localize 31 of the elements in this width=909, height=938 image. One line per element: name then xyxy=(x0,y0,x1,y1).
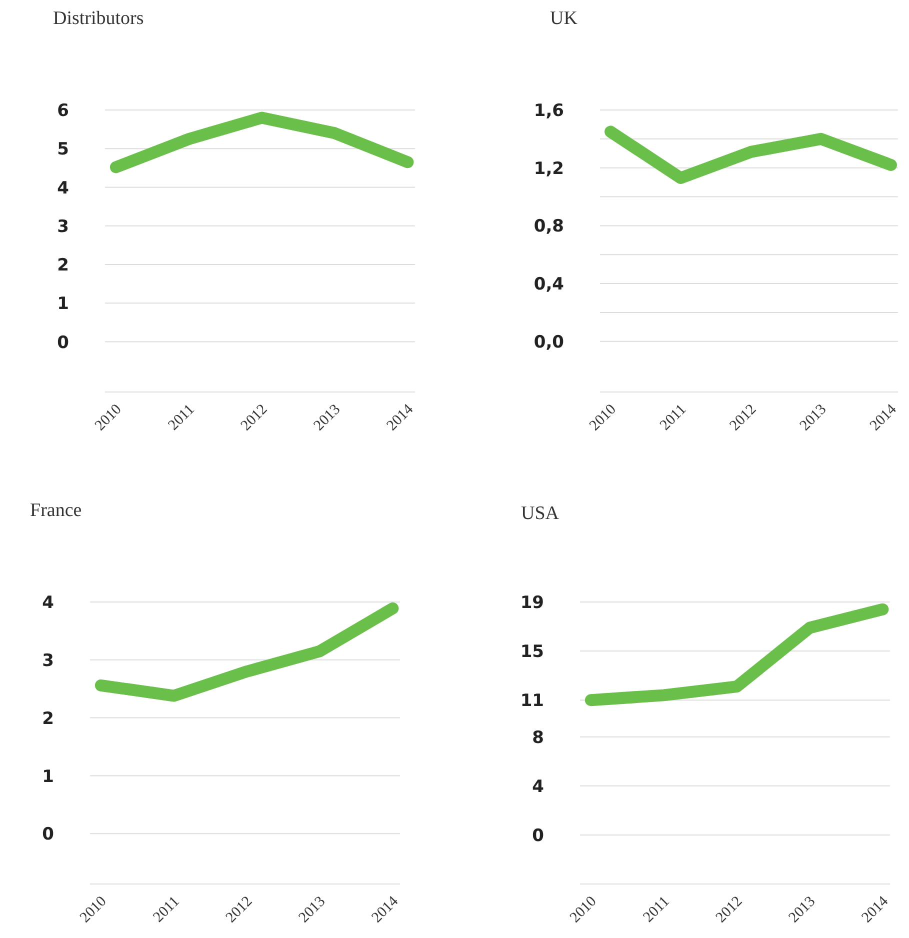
y-tick-label: 0,0 xyxy=(534,332,564,352)
y-tick-label: 0,4 xyxy=(534,274,564,295)
y-tick-label: 3 xyxy=(57,216,69,237)
y-tick-label: 3 xyxy=(42,650,54,671)
y-tick-label: 0 xyxy=(532,826,544,846)
y-tick-label: 0,8 xyxy=(534,216,564,237)
y-tick-label: 0 xyxy=(57,332,70,353)
y-tick-label: 4 xyxy=(532,776,544,797)
y-tick-label: 0 xyxy=(42,824,54,845)
chart-title: USA xyxy=(521,503,560,525)
y-tick-label: 8 xyxy=(532,728,544,748)
x-tick-label: 2011 xyxy=(640,894,673,926)
chart-title: France xyxy=(30,500,82,522)
y-tick-label: 1,2 xyxy=(534,158,564,179)
x-tick-label: 2011 xyxy=(150,894,183,926)
y-tick-label: 2 xyxy=(42,708,54,729)
y-tick-label: 6 xyxy=(57,101,69,122)
x-tick-label: 2011 xyxy=(657,402,690,434)
chart-title: Distributors xyxy=(53,8,144,30)
x-tick-label: 2011 xyxy=(166,402,198,434)
chart-title: UK xyxy=(550,8,578,30)
y-tick-label: 1 xyxy=(57,294,69,314)
y-tick-label: 4 xyxy=(42,593,54,614)
y-tick-label: 19 xyxy=(520,593,544,614)
y-tick-label: 11 xyxy=(520,691,544,712)
y-tick-label: 4 xyxy=(57,178,70,198)
y-tick-label: 1,6 xyxy=(534,101,564,122)
y-tick-label: 1 xyxy=(42,766,54,787)
y-tick-label: 2 xyxy=(57,256,69,276)
y-tick-label: 15 xyxy=(520,642,544,662)
y-tick-label: 5 xyxy=(57,140,69,160)
